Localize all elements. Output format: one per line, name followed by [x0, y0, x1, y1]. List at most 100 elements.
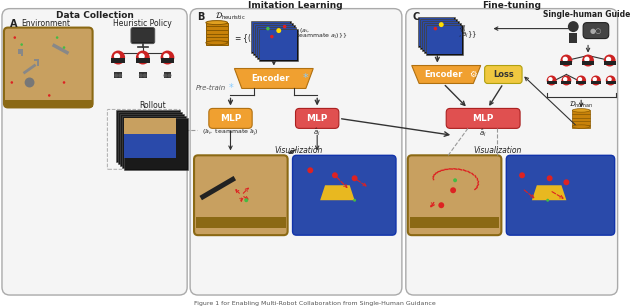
Text: Encoder: Encoder [424, 70, 463, 79]
Bar [123, 117, 185, 167]
Circle shape [607, 77, 612, 82]
Circle shape [118, 74, 122, 78]
Bar [604, 61, 616, 65]
Text: $\mathcal{D}_{\mathrm{heuristic}}$: $\mathcal{D}_{\mathrm{heuristic}}$ [215, 11, 246, 22]
Text: Fine-tuning: Fine-tuning [482, 1, 541, 10]
Circle shape [48, 94, 51, 97]
Bar [139, 72, 147, 79]
Bar [196, 157, 285, 230]
Bar [206, 26, 228, 30]
Circle shape [547, 75, 557, 86]
Text: *: * [228, 83, 233, 93]
Circle shape [114, 53, 120, 59]
Circle shape [56, 36, 58, 39]
Bar [508, 157, 612, 233]
Circle shape [582, 55, 594, 67]
FancyBboxPatch shape [484, 66, 522, 83]
Bar [255, 25, 294, 57]
FancyBboxPatch shape [2, 9, 187, 295]
Circle shape [576, 75, 586, 86]
Text: Single-human Guide: Single-human Guide [543, 10, 631, 19]
Bar [420, 18, 457, 49]
FancyBboxPatch shape [209, 108, 252, 128]
Text: teammate $a_j)\}\}$: teammate $a_j)\}\}$ [296, 31, 347, 42]
Bar [206, 22, 228, 26]
FancyBboxPatch shape [583, 22, 609, 38]
Ellipse shape [206, 21, 228, 25]
Circle shape [139, 74, 143, 78]
Bar [125, 120, 187, 169]
Bar [419, 18, 454, 46]
Polygon shape [532, 185, 566, 200]
Text: Heuristic Policy: Heuristic Policy [113, 19, 172, 28]
Bar [572, 118, 590, 121]
Circle shape [593, 77, 597, 82]
Text: B: B [197, 12, 204, 22]
Circle shape [519, 172, 525, 178]
Ellipse shape [572, 125, 590, 128]
Circle shape [584, 57, 589, 62]
Text: $,(a_i,$: $,(a_i,$ [296, 26, 310, 35]
Bar [572, 114, 590, 118]
Bar [426, 25, 463, 55]
Bar [258, 28, 296, 58]
Text: MLP: MLP [307, 114, 328, 123]
Text: $\hat{a}_i$: $\hat{a}_i$ [314, 127, 321, 138]
Bar [582, 61, 594, 65]
Circle shape [163, 53, 170, 59]
Text: Environment: Environment [21, 19, 70, 28]
Bar [254, 24, 292, 54]
Text: Pre-train: Pre-train [196, 85, 227, 91]
Circle shape [563, 179, 570, 185]
Circle shape [307, 167, 313, 173]
Bar [547, 81, 557, 84]
Bar [561, 81, 572, 84]
Text: C: C [413, 12, 420, 22]
Bar [116, 110, 180, 162]
Bar [252, 22, 289, 51]
Circle shape [606, 75, 616, 86]
Circle shape [163, 74, 168, 78]
Bar [124, 118, 188, 170]
Bar [572, 121, 590, 125]
Text: Encoder: Encoder [252, 74, 290, 83]
Bar [576, 81, 586, 84]
Bar [418, 17, 455, 47]
Bar [124, 118, 176, 158]
Bar [424, 22, 461, 53]
Text: $\mathcal{D}_{\mathrm{human}}$: $\mathcal{D}_{\mathrm{human}}$ [569, 99, 593, 110]
Text: Imitation Learning: Imitation Learning [248, 1, 343, 10]
Bar [196, 217, 285, 228]
Text: $(\hat{a}_i,$ teammate $\hat{a}_j)$: $(\hat{a}_i,$ teammate $\hat{a}_j)$ [202, 127, 259, 138]
Circle shape [438, 202, 444, 208]
Circle shape [563, 57, 568, 62]
Bar [426, 26, 462, 54]
Bar [132, 29, 154, 42]
Circle shape [63, 81, 65, 84]
Circle shape [270, 35, 274, 38]
Text: Visualization: Visualization [275, 146, 323, 155]
Text: $=\{($: $=\{($ [234, 32, 252, 45]
Bar [115, 72, 122, 79]
Circle shape [453, 178, 457, 182]
Text: MLP: MLP [472, 114, 493, 123]
Bar [422, 22, 458, 50]
Bar [410, 157, 499, 230]
Text: Data Collection: Data Collection [56, 11, 134, 20]
Circle shape [548, 77, 553, 82]
Bar [572, 110, 590, 114]
Circle shape [547, 175, 552, 181]
Bar [206, 41, 228, 45]
Bar [591, 81, 601, 84]
Bar [206, 37, 228, 41]
Circle shape [546, 199, 549, 202]
Bar [606, 81, 616, 84]
Circle shape [266, 27, 269, 30]
Bar [294, 157, 394, 233]
Circle shape [604, 55, 616, 67]
Bar [161, 58, 174, 63]
Circle shape [606, 57, 611, 62]
Text: ●○: ●○ [590, 28, 602, 34]
Bar [572, 125, 590, 128]
Text: Figure 1 for Enabling Multi-Robot Collaboration from Single-Human Guidance: Figure 1 for Enabling Multi-Robot Collab… [195, 301, 436, 306]
